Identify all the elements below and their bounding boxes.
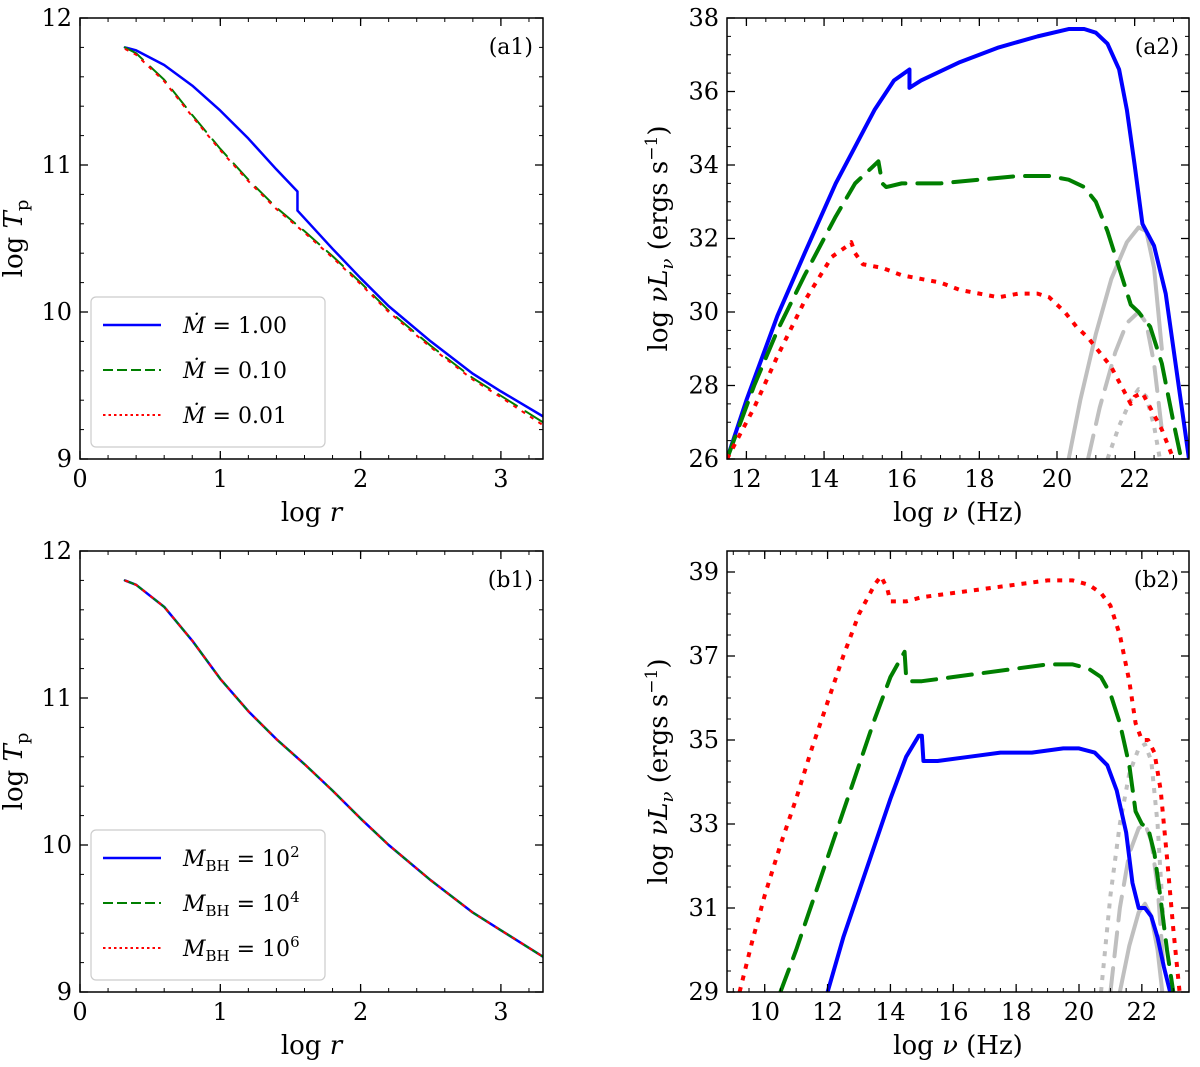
series-line-1 [123,579,543,958]
series-group [123,579,543,958]
series-line-5 [1099,742,1166,992]
x-axis-label: log ν (Hz) [893,1031,1023,1061]
y-tick-label: 29 [688,978,719,1006]
panel-a2: 12 14 16 18 20 22 26 28 30 32 34 36 38 log ν (Hz) log … [642,4,1190,528]
x-tick-label: 16 [886,465,917,493]
x-axis-label: log r [281,498,344,528]
x-tick-label: 0 [72,465,87,493]
y-axis-label: log νLν (ergs s−1) [642,659,678,885]
y-axis-label: log Tp [0,200,33,278]
plot-frame [726,550,1190,993]
y-tick-label: 37 [688,642,719,670]
panel-label: (b2) [1134,568,1179,593]
y-axis-label: log νLν (ergs s−1) [642,126,678,352]
series-line-3 [1117,901,1165,992]
y-tick-label: 26 [688,445,719,473]
series-line-3 [1066,225,1164,459]
legend-label: Ṁ = 0.01 [182,402,287,429]
y-tick-label: 11 [41,151,72,179]
y-tick-label: 38 [688,4,719,32]
plot-frame [726,17,1190,460]
series-line-2 [727,240,1176,459]
y-tick-label: 35 [688,726,719,754]
x-axis-label: log ν (Hz) [893,498,1023,528]
series-line-4 [1086,310,1164,459]
y-tick-label: 11 [41,684,72,712]
series-line-1 [727,159,1184,459]
x-tick-label: 12 [812,998,843,1026]
panel-label: (a2) [1135,35,1179,60]
legend-label: MBH = 104 [182,888,300,920]
legend-box [90,296,326,448]
y-axis-label: log Tp [0,733,33,811]
x-tick-label: 2 [353,465,368,493]
series-line-0 [825,733,1173,992]
panel-label: (a1) [489,35,533,60]
x-tick-label: 12 [731,465,762,493]
panel-b2: 10 12 14 16 18 20 22 29 31 33 35 37 39 log ν (Hz) log … [642,550,1190,1061]
y-tick-label: 9 [57,445,72,473]
y-tick-label: 36 [688,78,719,106]
series-group [737,574,1182,992]
series-line-2 [737,574,1182,992]
y-tick-label: 10 [41,298,72,326]
series-line-1 [778,649,1176,992]
y-tick-label: 28 [688,372,719,400]
legend-label: Ṁ = 1.00 [182,312,287,339]
y-tick-label: 31 [688,894,719,922]
series-line-1 [123,46,543,424]
series-line-0 [727,27,1189,459]
series-line-2 [124,579,543,958]
x-tick-label: 14 [875,998,906,1026]
x-tick-label: 2 [353,998,368,1026]
x-tick-label: 16 [938,998,969,1026]
x-tick-label: 1 [213,998,228,1026]
panel-label: (b1) [488,568,533,593]
y-tick-label: 33 [688,810,719,838]
legend-label: MBH = 102 [182,843,300,875]
plot-frame [79,550,544,993]
x-tick-label: 10 [749,998,780,1026]
legend-label: MBH = 106 [182,933,300,965]
x-tick-label: 0 [72,998,87,1026]
x-tick-label: 1 [213,465,228,493]
legend: MBH = 102 MBH = 104 MBH = 106 [90,829,326,981]
x-tick-label: 3 [493,465,508,493]
x-tick-label: 22 [1127,998,1158,1026]
x-tick-label: 14 [809,465,840,493]
y-tick-label: 9 [57,978,72,1006]
x-tick-label: 18 [1001,998,1032,1026]
y-tick-label: 12 [41,4,72,32]
x-tick-label: 18 [964,465,995,493]
legend: Ṁ = 1.00 Ṁ = 0.10 Ṁ = 0.01 [90,296,326,448]
y-tick-label: 39 [688,558,719,586]
plot-frame [79,17,544,460]
series-group [123,46,543,427]
y-tick-label: 34 [688,151,719,179]
x-tick-label: 22 [1119,465,1150,493]
legend-label: Ṁ = 0.10 [182,357,287,384]
series-line-0 [123,46,543,418]
x-axis-label: log r [281,1031,344,1061]
x-tick-label: 20 [1042,465,1073,493]
y-tick-label: 10 [41,831,72,859]
legend-box [90,829,326,981]
y-tick-label: 32 [688,225,719,253]
x-tick-label: 3 [493,998,508,1026]
series-group [727,27,1189,459]
y-tick-label: 12 [41,537,72,565]
x-tick-label: 20 [1064,998,1095,1026]
y-tick-label: 30 [688,298,719,326]
series-line-5 [1105,387,1162,459]
